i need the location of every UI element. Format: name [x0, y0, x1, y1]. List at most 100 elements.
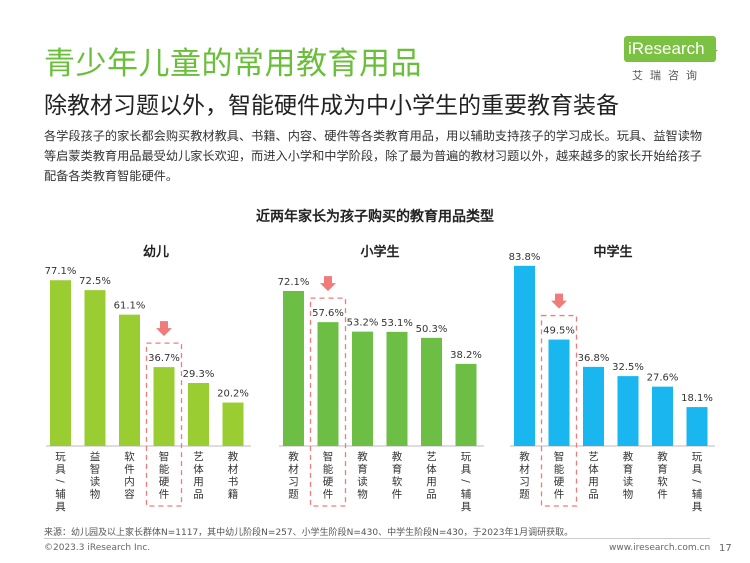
logo-text: iResearch [628, 39, 705, 58]
category-label: 硬 [554, 476, 565, 488]
panel-title-primary: 小学生 [360, 245, 400, 260]
category-label: 内 [124, 475, 135, 488]
data-label: 49.5% [543, 326, 575, 337]
category-label: / [690, 479, 702, 483]
category-label: 艺 [588, 451, 599, 463]
category-label: 具 [461, 501, 472, 513]
category-label: 籍 [228, 488, 239, 501]
data-label: 83.8% [509, 252, 541, 263]
bar [652, 386, 673, 446]
logo-badge-shape [624, 36, 716, 62]
bar [686, 407, 708, 446]
website-url[interactable]: www.iresearch.com.cn [609, 543, 711, 553]
category-label: 能 [554, 463, 565, 476]
highlight-box [309, 297, 347, 507]
panel-title-kindergarten: 幼儿 [142, 245, 169, 260]
category-label: 习 [519, 476, 530, 488]
category-label: 育 [357, 463, 368, 476]
highlight-box [540, 314, 578, 507]
category-label: 玩 [55, 451, 66, 463]
category-label: 题 [288, 489, 299, 501]
bar [283, 290, 304, 446]
category-label: 教 [623, 450, 634, 463]
bar [317, 322, 339, 446]
bar [617, 376, 639, 446]
panel-title-middle: 中学生 [593, 245, 633, 260]
category-label: 玩 [461, 451, 472, 463]
category-label: 软 [124, 450, 135, 463]
category-label: 体 [588, 464, 599, 476]
data-label: 27.6% [647, 373, 679, 384]
category-label: 体 [426, 464, 437, 476]
bar [514, 265, 535, 446]
bar [455, 363, 477, 446]
category-label: 具 [692, 464, 703, 476]
bar [188, 383, 209, 446]
category-label: 具 [55, 501, 66, 513]
page-subtitle: 除教材习题以外，智能硬件成为中小学生的重要教育装备 [44, 93, 619, 119]
category-label: 品 [588, 489, 599, 501]
category-label: 件 [392, 489, 403, 501]
bar [119, 314, 140, 446]
bar [548, 339, 570, 446]
data-label: 36.8% [578, 353, 610, 364]
category-label: 教 [288, 450, 299, 463]
page-number: 17 [719, 543, 732, 554]
category-label: 体 [193, 464, 204, 476]
category-label: 教 [228, 450, 239, 463]
bar [421, 337, 442, 446]
page-title: 青少年儿童的常用教育用品 [44, 46, 422, 82]
category-label: 件 [323, 489, 334, 501]
data-label: 61.1% [114, 301, 146, 312]
category-label: 智 [90, 463, 101, 476]
footer-divider [44, 538, 710, 539]
category-label: 件 [159, 489, 170, 501]
category-label: 具 [461, 464, 472, 476]
category-label: 物 [90, 488, 101, 501]
data-label: 72.5% [79, 276, 111, 287]
data-label: 32.5% [612, 362, 644, 373]
category-label: 育 [657, 463, 668, 476]
category-label: 软 [392, 475, 403, 488]
category-label: 艺 [426, 451, 437, 463]
description-paragraph: 各学段孩子的家长都会购买教材教具、书籍、内容、硬件等各类教育用品，用以辅助支持孩… [44, 129, 703, 183]
bar [352, 331, 373, 446]
category-label: 读 [90, 475, 101, 488]
category-label: 用 [426, 476, 437, 488]
category-label: 辅 [461, 488, 472, 501]
source-note: 来源：幼儿园及以上家长群体N=1117，其中幼儿阶段N=257、小学生阶段N=4… [44, 528, 574, 538]
category-label: 教 [519, 450, 530, 463]
data-label: 20.2% [217, 389, 249, 400]
logo-subtext: 艾瑞咨询 [632, 69, 704, 82]
category-label: 材 [228, 463, 239, 476]
bar [386, 331, 408, 446]
data-label: 50.3% [416, 324, 448, 335]
bar [222, 402, 244, 446]
category-label: 硬 [159, 476, 170, 488]
category-label: / [459, 479, 471, 483]
bar [50, 280, 71, 446]
data-label: 57.6% [312, 308, 344, 319]
category-label: 件 [554, 489, 565, 501]
category-label: 物 [357, 488, 368, 501]
category-label: 辅 [55, 488, 66, 501]
category-label: 品 [193, 489, 204, 501]
category-label: 智 [323, 450, 334, 463]
data-label: 77.1% [45, 266, 77, 277]
category-label: 育 [623, 463, 634, 476]
data-label: 38.2% [450, 350, 482, 361]
category-label: 件 [124, 464, 135, 476]
category-label: 教 [392, 450, 403, 463]
bar [84, 290, 106, 446]
data-label: 29.3% [183, 369, 215, 380]
chart-title: 近两年家长为孩子购买的教育用品类型 [256, 209, 494, 225]
category-label: 教 [357, 450, 368, 463]
data-label: 36.7% [148, 353, 180, 364]
category-label: 具 [55, 464, 66, 476]
category-label: 智 [159, 450, 170, 463]
iresearch-logo: iResearch 艾瑞咨询 [624, 36, 720, 88]
bar [583, 366, 604, 446]
data-label: 53.2% [347, 318, 379, 329]
category-label: 品 [426, 489, 437, 501]
